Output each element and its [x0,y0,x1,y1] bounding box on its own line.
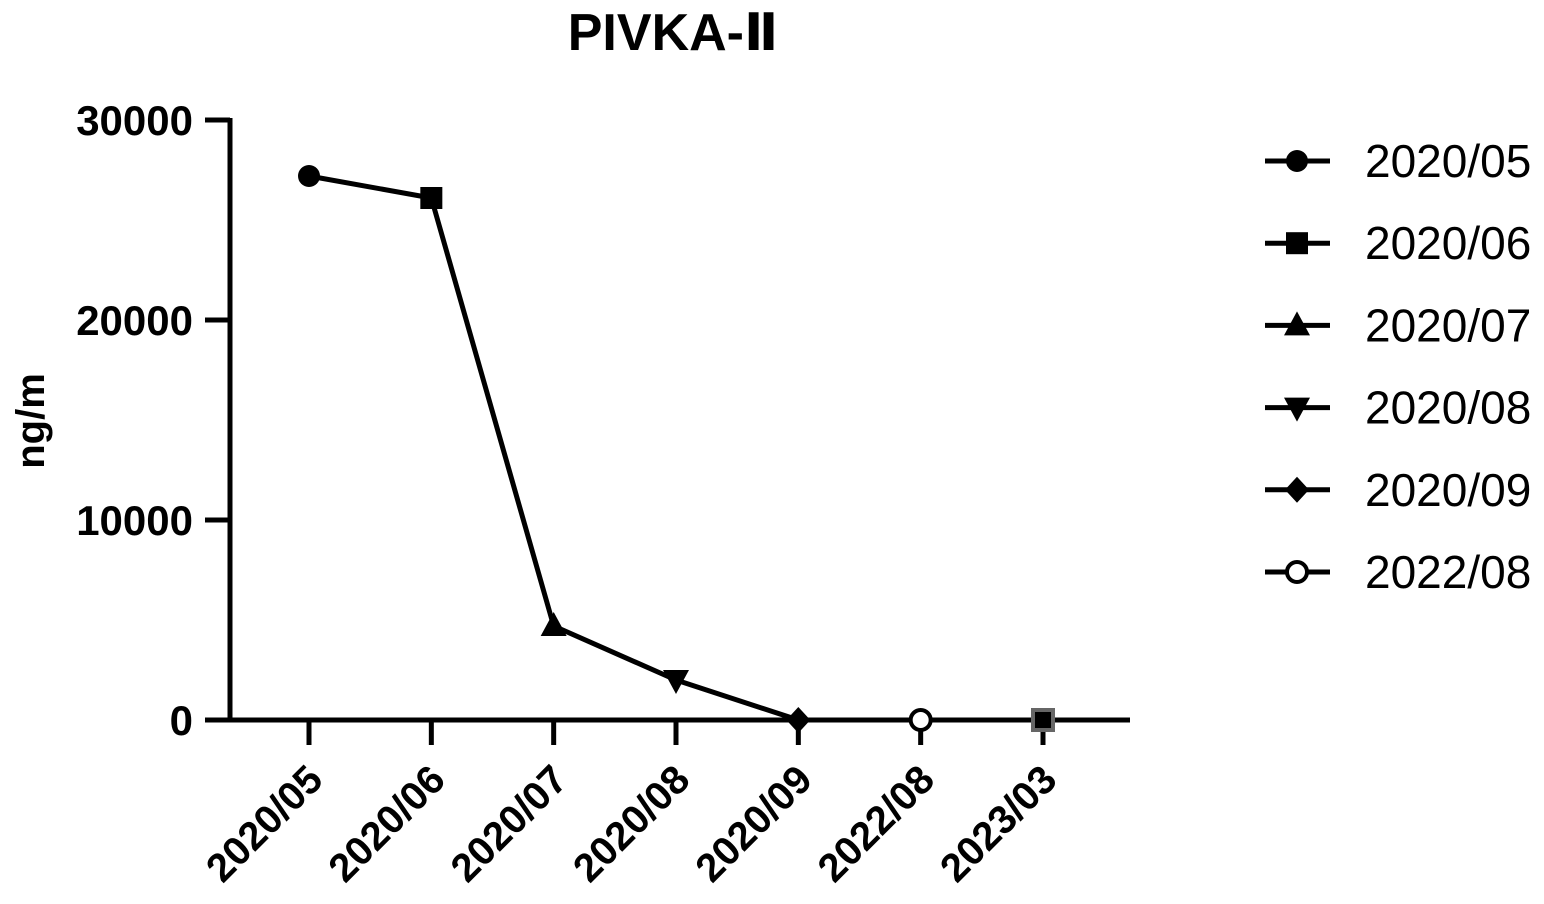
x-tick-label: 2020/06 [320,757,453,890]
legend-entry: 2020/05 [1265,135,1531,187]
legend-label: 2020/05 [1365,135,1531,187]
chart-title: PIVKA-Ⅱ [568,4,779,62]
data-point-2022-08 [908,708,933,732]
legend-marker [1286,232,1308,255]
square-gray-border-marker [1031,708,1055,732]
triangle-down-marker [663,670,689,694]
legend-label: 2022/08 [1365,546,1531,598]
legend-marker [1284,397,1310,422]
open-circle-marker [908,708,933,732]
triangle-down-marker [1284,397,1310,422]
circle-marker [298,165,320,187]
data-point-2020-08 [663,670,689,694]
data-point-2020-06 [420,187,443,209]
circle-marker [1286,150,1308,172]
x-tick-label: 2022/08 [810,757,943,890]
axes: 01000020000300002020/052020/062020/07202… [76,97,1130,891]
legend-entry: 2022/08 [1265,546,1531,598]
x-tick-label: 2020/07 [443,757,576,890]
data-point-2020-09 [786,707,811,733]
x-tick-label: 2023/03 [932,757,1065,890]
open-circle-marker [1285,560,1309,584]
y-tick-label: 30000 [76,97,193,144]
legend-entry: 2020/07 [1265,299,1531,351]
x-tick-label: 2020/05 [198,757,331,890]
data-point-2020-05 [298,165,320,187]
legend-label: 2020/07 [1365,299,1531,351]
y-axis-label: ng/m [9,373,53,469]
legend-marker [1285,560,1309,584]
legend-label: 2020/06 [1365,217,1531,269]
y-tick-label: 20000 [76,297,193,344]
square-marker [420,187,443,209]
x-tick-label: 2020/08 [565,757,698,890]
data-series [298,165,1055,733]
legend-marker [1284,311,1310,336]
y-tick-label: 10000 [76,497,193,544]
series-line [308,173,1043,723]
legend-entry: 2020/06 [1265,217,1531,269]
legend-entry: 2020/08 [1265,382,1531,434]
legend-marker [1285,476,1309,503]
data-point-2020-07 [540,612,567,636]
x-tick-label: 2020/09 [687,757,820,890]
square-marker [1286,232,1308,255]
diamond-marker [786,707,811,733]
legend: 2020/05 2020/06 2020/07 2020/08 2020/09 2022/… [1265,135,1531,598]
legend-marker [1286,150,1308,172]
legend-entry: 2020/09 [1265,464,1531,516]
diamond-marker [1285,476,1309,503]
data-point-2023-03 [1031,708,1055,732]
y-tick-label: 0 [170,697,193,744]
legend-label: 2020/08 [1365,382,1531,434]
legend-label: 2020/09 [1365,464,1531,516]
triangle-up-marker [1284,311,1310,336]
triangle-up-marker [540,612,567,636]
